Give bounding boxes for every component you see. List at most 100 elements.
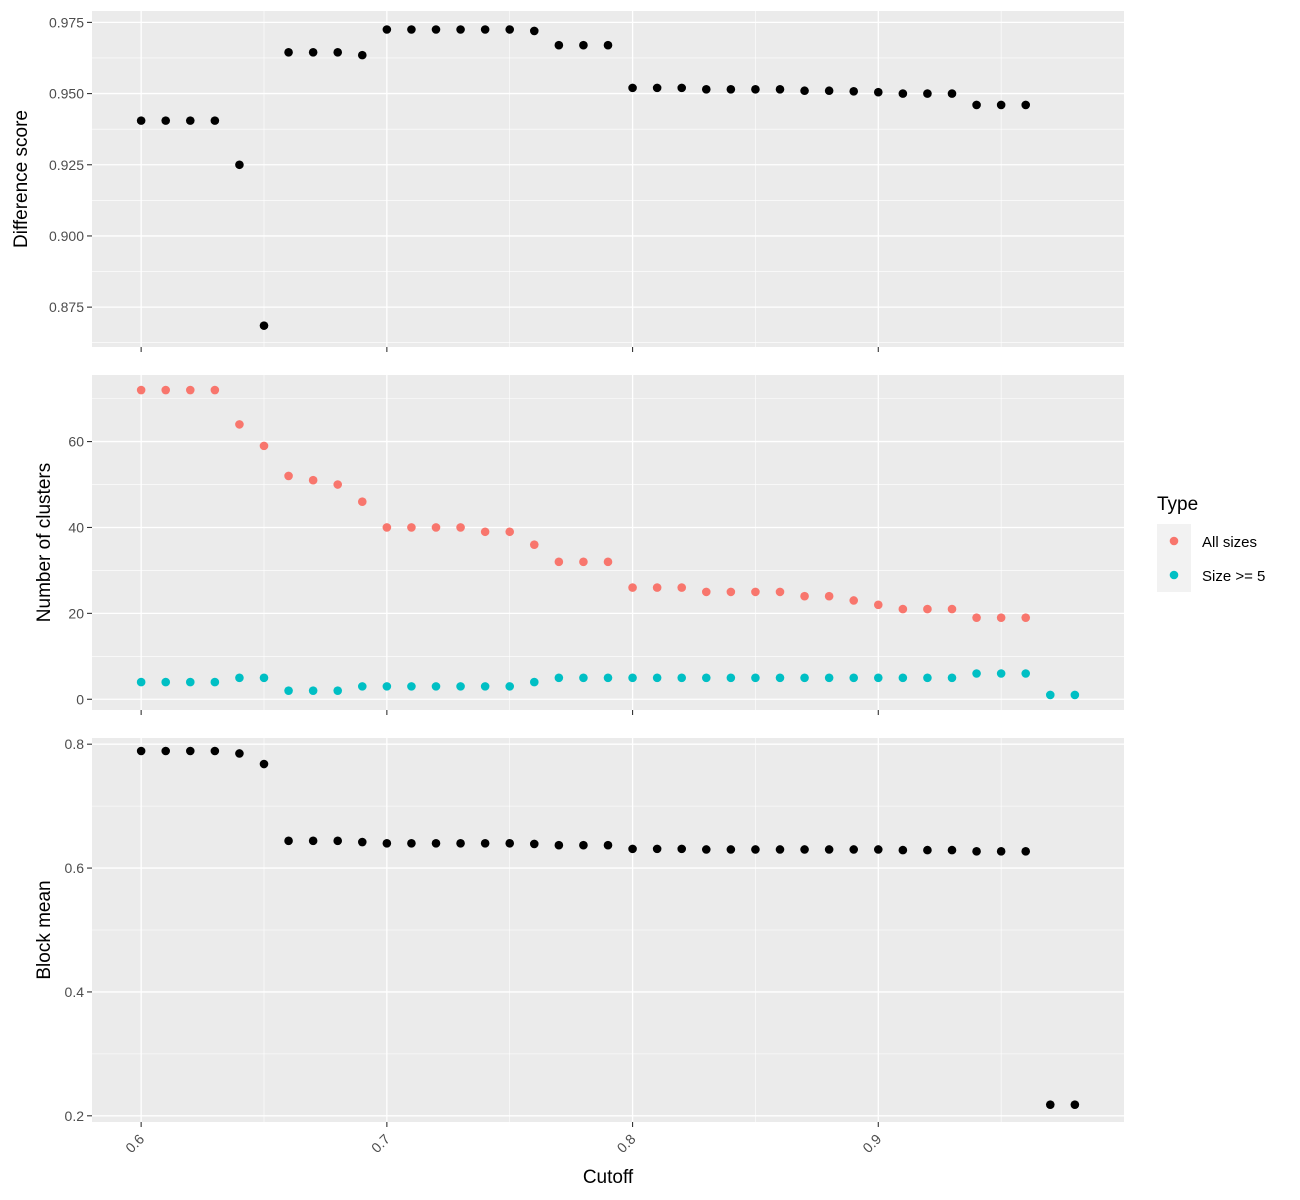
data-point [751, 845, 760, 854]
data-point [996, 613, 1006, 622]
data-point [603, 673, 613, 683]
data-point [726, 845, 736, 854]
data-point [259, 321, 269, 330]
y-tick-label: 20 [68, 605, 84, 621]
data-point [333, 47, 343, 57]
legend: Type All sizes Size >= 5 [1157, 494, 1265, 592]
data-point [382, 25, 392, 34]
data-point [898, 845, 908, 855]
data-point [185, 385, 195, 395]
data-point [456, 523, 465, 532]
y-tick-label: 0.950 [49, 86, 84, 102]
data-point [775, 845, 785, 854]
data-point [652, 673, 662, 683]
data-point [456, 25, 465, 34]
panel-3: 0.2 0.4 0.6 0.8 Block mean [34, 736, 1124, 1127]
data-point [628, 583, 637, 592]
data-point [480, 527, 490, 537]
x-tick-label: 0.9 [859, 1131, 884, 1156]
data-point [259, 759, 269, 769]
data-point [677, 673, 687, 683]
data-point [873, 87, 883, 97]
data-point [849, 86, 859, 96]
data-point [1021, 669, 1031, 678]
data-point [751, 85, 760, 94]
data-point [947, 89, 957, 98]
panels: 0.875 0.900 0.925 0.950 0.975 Difference scor… [11, 11, 1124, 1127]
data-point [210, 746, 220, 756]
data-point [456, 838, 465, 848]
data-point [579, 40, 588, 50]
data-point [554, 673, 564, 683]
data-point [800, 86, 809, 96]
data-point [357, 50, 367, 60]
data-point [480, 25, 490, 34]
data-point [1045, 690, 1055, 700]
data-point [529, 677, 539, 687]
data-point [849, 673, 859, 683]
data-point [333, 686, 343, 695]
data-point [407, 523, 416, 532]
data-point [554, 840, 564, 850]
data-point [603, 40, 613, 50]
data-point [185, 677, 195, 687]
data-point [1021, 847, 1031, 856]
data-point [185, 746, 195, 756]
data-point [259, 673, 269, 683]
data-point [357, 682, 367, 691]
data-point [407, 838, 416, 848]
data-point [947, 845, 957, 855]
data-point [505, 527, 515, 537]
data-point [284, 836, 293, 846]
data-point [898, 604, 908, 614]
data-point [554, 557, 564, 567]
data-point [235, 420, 244, 429]
data-point [161, 746, 171, 756]
data-point [308, 47, 318, 57]
data-point [701, 845, 711, 854]
data-point [824, 845, 834, 854]
data-point [284, 47, 293, 57]
y-tick-label: 0.875 [49, 299, 84, 315]
data-point [996, 847, 1006, 856]
data-point [529, 540, 539, 549]
data-point [726, 587, 736, 597]
x-axis-title: Cutoff [583, 1167, 634, 1188]
y-tick-label: 0.2 [65, 1108, 85, 1124]
data-point [947, 673, 957, 683]
data-point [824, 86, 834, 96]
data-point [800, 591, 809, 601]
data-point [161, 116, 171, 125]
data-point [873, 600, 883, 610]
x-tick-label: 0.8 [614, 1131, 639, 1156]
data-point [726, 673, 736, 683]
data-point [923, 89, 932, 98]
data-point [136, 746, 146, 756]
data-point [1045, 1100, 1055, 1109]
data-point [431, 25, 441, 34]
series-1 [136, 25, 1031, 330]
data-point [628, 844, 637, 854]
data-point [996, 669, 1006, 678]
data-point [210, 385, 220, 395]
panel-2: 0 20 40 60 Number of clusters [34, 375, 1124, 715]
data-point [136, 385, 146, 395]
data-point [284, 686, 293, 695]
data-point [579, 840, 588, 850]
data-point [505, 25, 515, 34]
data-point [579, 673, 588, 683]
data-point [185, 116, 195, 125]
series-2 [136, 669, 1080, 700]
data-point [751, 587, 760, 597]
y-tick-label: 0.925 [49, 157, 84, 173]
data-point [677, 583, 687, 592]
data-point [456, 682, 465, 691]
data-point [308, 836, 318, 846]
data-point [972, 847, 981, 856]
data-point [136, 677, 146, 687]
data-point [923, 673, 932, 683]
data-point [923, 604, 932, 614]
y-axis-title: Block mean [34, 880, 55, 979]
data-point [308, 686, 318, 695]
